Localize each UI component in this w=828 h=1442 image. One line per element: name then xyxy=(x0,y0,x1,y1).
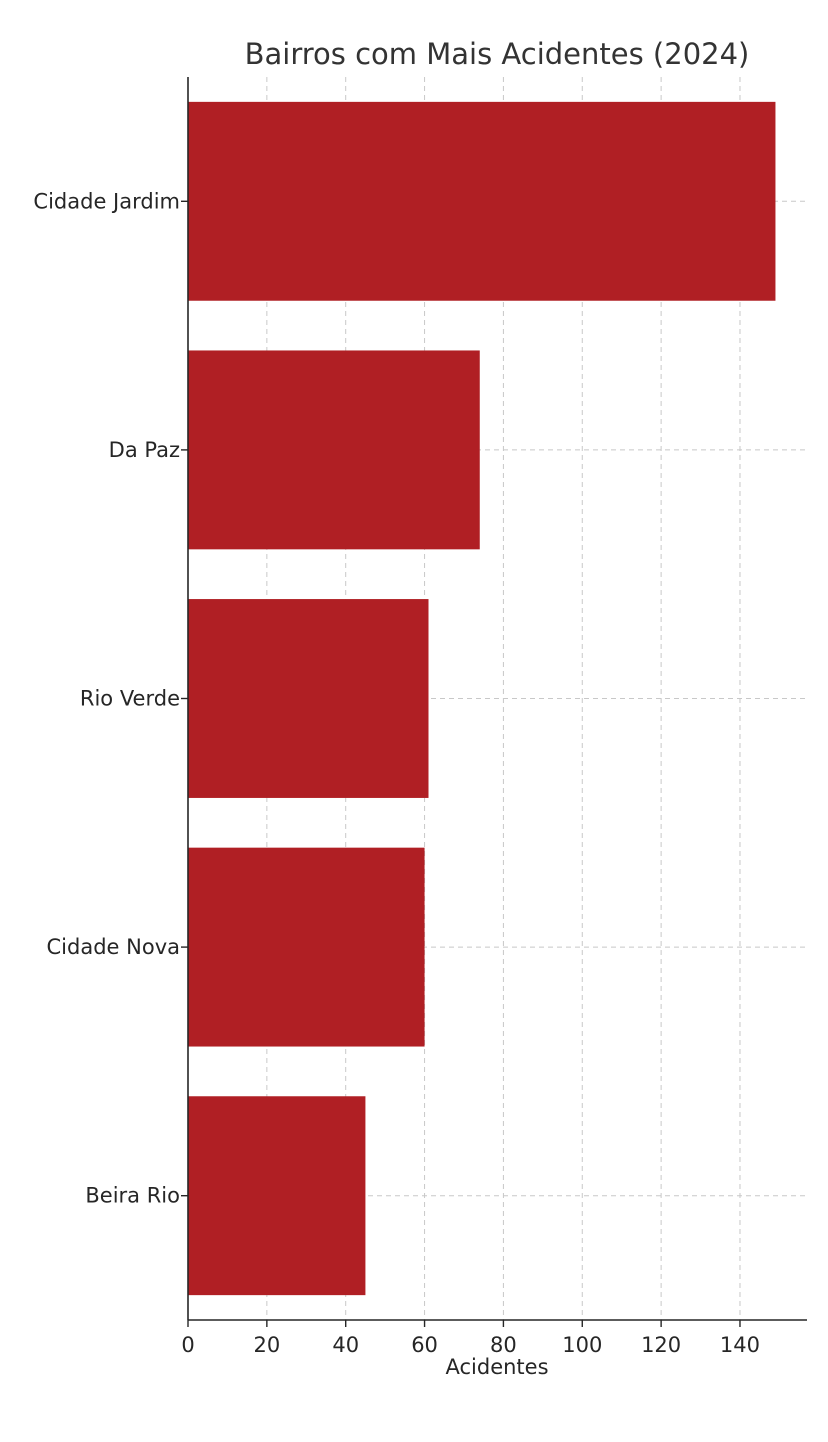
x-tick-label: 0 xyxy=(181,1333,194,1357)
category-label: Rio Verde xyxy=(80,687,180,711)
bar xyxy=(188,599,429,798)
x-axis-ticks: 0 20 40 60 80 100 120 140 xyxy=(181,1320,760,1357)
category-label: Beira Rio xyxy=(85,1184,180,1208)
chart-title: Bairros com Mais Acidentes (2024) xyxy=(245,37,750,71)
category-label: Cidade Jardim xyxy=(33,189,180,213)
x-tick-label: 80 xyxy=(490,1333,517,1357)
x-axis-label: Acidentes xyxy=(445,1355,548,1379)
x-tick-label: 140 xyxy=(720,1333,760,1357)
category-label: Cidade Nova xyxy=(47,935,180,959)
x-tick-label: 40 xyxy=(332,1333,359,1357)
category-label: Da Paz xyxy=(109,438,180,462)
x-tick-label: 60 xyxy=(411,1333,438,1357)
bar xyxy=(188,847,425,1047)
bar xyxy=(188,101,776,301)
bar xyxy=(188,350,480,550)
x-tick-label: 20 xyxy=(253,1333,280,1357)
x-tick-label: 120 xyxy=(641,1333,681,1357)
y-axis-categories: Cidade Jardim Da Paz Rio Verde Cidade Nova B… xyxy=(33,189,188,1208)
bar xyxy=(188,1096,366,1296)
bars xyxy=(188,101,776,1296)
x-tick-label: 100 xyxy=(562,1333,602,1357)
